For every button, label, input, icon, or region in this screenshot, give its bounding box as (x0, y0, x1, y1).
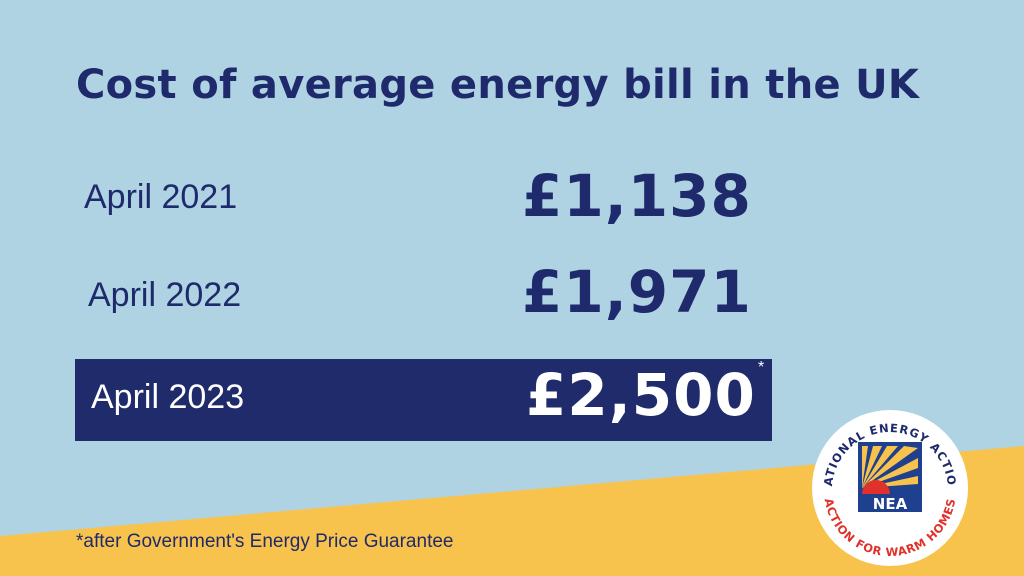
row-april-2022: April 2022 £1,971 (0, 256, 1024, 336)
row-label: April 2021 (84, 178, 238, 216)
row-april-2021: April 2021 £1,138 (0, 158, 1024, 238)
page-title: Cost of average energy bill in the UK (76, 62, 920, 108)
nea-logo: NATIONAL ENERGY ACTION ACTION FOR WARM H… (810, 408, 968, 566)
footnote-marker: * (758, 359, 765, 376)
row-value: £2,500 (526, 361, 756, 429)
row-value: £1,971 (522, 258, 752, 326)
row-label: April 2023 (91, 378, 245, 416)
row-value: £1,138 (522, 162, 752, 230)
logo-abbr: NEA (873, 495, 908, 513)
row-april-2023-highlight: April 2023 £2,500 * (75, 359, 772, 441)
row-label: April 2022 (88, 276, 242, 314)
footnote: *after Government's Energy Price Guarant… (76, 531, 454, 552)
